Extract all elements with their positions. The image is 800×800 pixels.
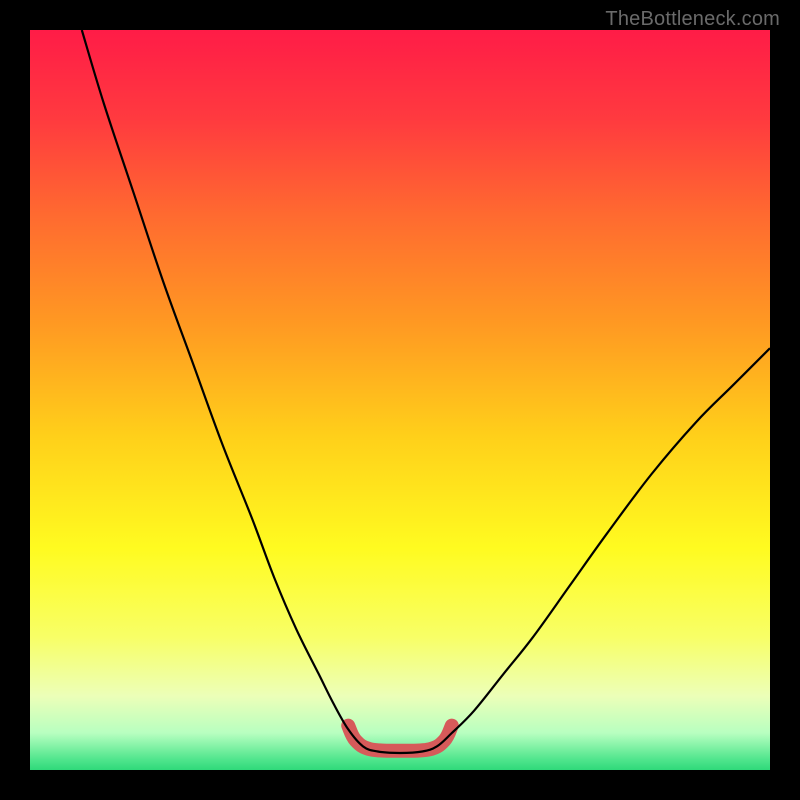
gradient-background	[30, 30, 770, 770]
watermark-label: TheBottleneck.com	[605, 8, 780, 31]
chart-svg	[30, 30, 770, 770]
bottleneck-chart	[30, 30, 770, 770]
